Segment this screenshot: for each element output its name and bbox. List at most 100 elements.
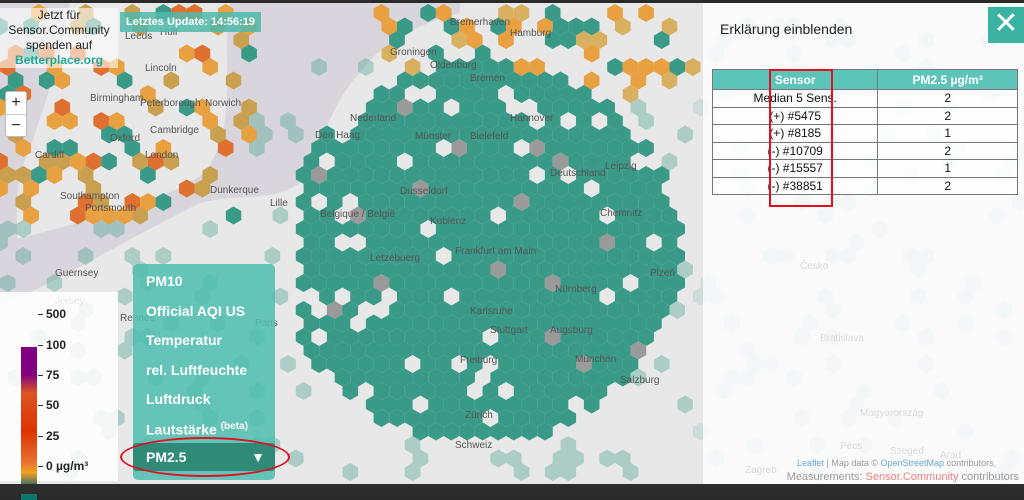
sensor-hexagon[interactable] [474,125,491,144]
sensor-hexagon[interactable] [404,220,421,238]
sensor-hexagon[interactable] [373,409,390,427]
sensor-hexagon[interactable] [591,328,608,346]
sensor-hexagon[interactable] [552,206,569,225]
sensor-hexagon[interactable] [544,355,561,373]
sensor-hexagon[interactable] [638,166,654,184]
sensor-hexagon[interactable] [404,274,421,292]
sensor-hexagon[interactable] [389,112,405,130]
sensor-hexagon[interactable] [54,71,71,90]
sensor-hexagon[interactable] [326,166,343,184]
sensor-hexagon[interactable] [350,341,366,360]
sensor-hexagon[interactable] [498,274,514,292]
sensor-hexagon[interactable] [428,260,444,279]
sensor-hexagon[interactable] [607,301,623,319]
sensor-hexagon[interactable] [529,58,545,76]
sensor-hexagon[interactable] [381,395,398,414]
sensor-hexagon[interactable] [116,287,133,306]
sensor-hexagon[interactable] [101,152,117,171]
sensor-hexagon[interactable] [521,422,538,441]
sensor-hexagon[interactable] [435,382,452,400]
sensor-hexagon[interactable] [583,233,600,252]
sensor-hexagon[interactable] [428,44,444,63]
sensor-hexagon[interactable] [669,301,686,319]
sensor-hexagon[interactable] [46,166,63,184]
sensor-hexagon[interactable] [373,85,390,103]
sensor-hexagon[interactable] [420,328,436,346]
sensor-hexagon[interactable] [381,260,398,279]
sensor-hexagon[interactable] [451,85,468,103]
sensor-hexagon[interactable] [583,260,600,279]
sensor-hexagon[interactable] [653,247,670,265]
sensor-hexagon[interactable] [490,125,506,144]
sensor-hexagon[interactable] [295,382,312,400]
sensor-hexagon[interactable] [459,17,475,36]
sensor-hexagon[interactable] [482,301,499,319]
sensor-hexagon[interactable] [591,247,608,265]
sensor-hexagon[interactable] [560,220,577,238]
sensor-hexagon[interactable] [560,247,577,265]
sensor-hexagon[interactable] [622,139,639,157]
sensor-hexagon[interactable] [529,85,545,103]
sensor-hexagon[interactable] [342,355,359,373]
sensor-hexagon[interactable] [467,193,483,211]
sensor-hexagon[interactable] [428,152,444,171]
sensor-hexagon[interactable] [0,166,16,184]
sensor-hexagon[interactable] [568,206,584,225]
sensor-hexagon[interactable] [15,247,32,265]
sensor-hexagon[interactable] [467,274,483,292]
sensor-hexagon[interactable] [568,341,584,360]
sensor-hexagon[interactable] [537,125,553,144]
sensor-hexagon[interactable] [428,206,444,225]
sensor-hexagon[interactable] [591,274,608,292]
sensor-hexagon[interactable] [179,44,195,63]
sensor-hexagon[interactable] [630,71,647,90]
sensor-hexagon[interactable] [443,260,460,279]
sensor-hexagon[interactable] [661,71,678,90]
sensor-hexagon[interactable] [677,395,693,414]
zoom-in-button[interactable]: + [11,94,21,111]
sensor-hexagon[interactable] [0,152,8,171]
sensor-hexagon[interactable] [599,152,615,171]
sensor-hexagon[interactable] [568,314,584,333]
sensor-hexagon[interactable] [638,112,654,130]
sensor-hexagon[interactable] [428,368,444,387]
sensor-hexagon[interactable] [521,206,538,225]
sensor-hexagon[interactable] [350,152,366,171]
sensor-hexagon[interactable] [568,368,584,387]
sensor-hexagon[interactable] [365,260,382,279]
sensor-hexagon[interactable] [108,112,125,130]
sensor-hexagon[interactable] [124,139,141,157]
sensor-hexagon[interactable] [521,287,538,306]
sensor-hexagon[interactable] [389,355,405,373]
sensor-hexagon[interactable] [599,98,615,117]
sensor-hexagon[interactable] [583,287,600,306]
sensor-hexagon[interactable] [311,139,327,157]
sensor-hexagon[interactable] [513,355,530,373]
table-row[interactable]: (-) #38851 2 [711,176,1018,195]
sensor-hexagon[interactable] [544,4,561,22]
sensor-hexagon[interactable] [116,206,133,225]
sensor-hexagon[interactable] [404,58,421,76]
sensor-hexagon[interactable] [506,233,522,252]
sensor-hexagon[interactable] [459,98,475,117]
sensor-hexagon[interactable] [638,301,654,319]
sensor-hexagon[interactable] [474,179,491,198]
sensor-hexagon[interactable] [513,220,530,238]
sensor-hexagon[interactable] [498,193,514,211]
sensor-hexagon[interactable] [599,179,615,198]
sensor-hexagon[interactable] [303,260,320,279]
sensor-hexagon[interactable] [412,449,429,468]
sensor-hexagon[interactable] [490,260,506,279]
sensor-hexagon[interactable] [326,220,343,238]
sensor-hexagon[interactable] [225,71,242,90]
sensor-hexagon[interactable] [467,31,483,49]
sensor-hexagon[interactable] [677,125,693,144]
sensor-hexagon[interactable] [15,139,32,157]
sensor-hexagon[interactable] [529,355,545,373]
sensor-hexagon[interactable] [544,301,561,319]
sensor-hexagon[interactable] [638,247,654,265]
sensor-hexagon[interactable] [630,341,647,360]
sensor-hexagon[interactable] [506,314,522,333]
sensor-hexagon[interactable] [653,166,670,184]
sensor-hexagon[interactable] [506,422,522,441]
